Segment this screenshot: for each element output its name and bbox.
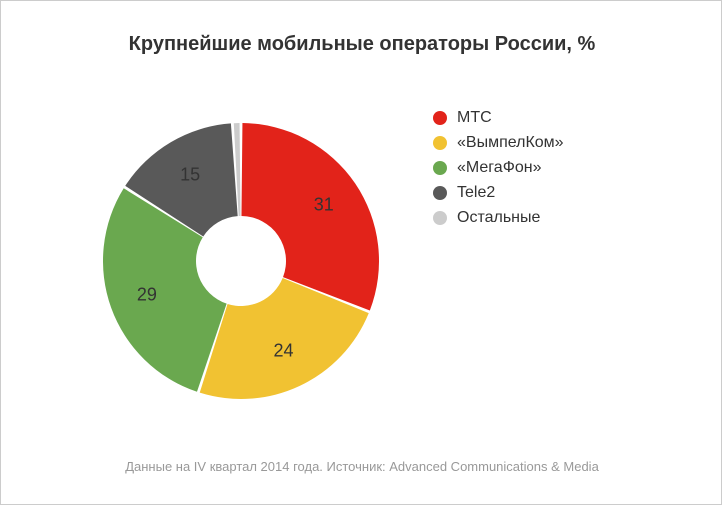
legend-item-2: «МегаФон» [433, 159, 564, 177]
slice-label-0: 31 [314, 194, 334, 215]
slice-label-3: 15 [180, 164, 200, 185]
legend-item-3: Tele2 [433, 184, 564, 202]
legend-swatch-1 [433, 136, 447, 150]
legend-label-1: «ВымпелКом» [457, 134, 564, 152]
chart-footnote: Данные на IV квартал 2014 года. Источник… [1, 459, 722, 474]
chart-title: Крупнейшие мобильные операторы России, % [1, 33, 722, 56]
legend-swatch-4 [433, 211, 447, 225]
legend-swatch-3 [433, 186, 447, 200]
legend-swatch-2 [433, 161, 447, 175]
legend-label-4: Остальные [457, 209, 540, 227]
slice-label-2: 29 [137, 284, 157, 305]
legend-item-4: Остальные [433, 209, 564, 227]
legend-swatch-0 [433, 111, 447, 125]
legend-label-3: Tele2 [457, 184, 495, 202]
donut-svg [101, 121, 381, 401]
legend: МТС «ВымпелКом» «МегаФон» Tele2 Остальные [433, 109, 564, 234]
slice-0 [241, 123, 379, 310]
legend-item-0: МТС [433, 109, 564, 127]
legend-label-2: «МегаФон» [457, 159, 541, 177]
donut-chart [101, 121, 381, 406]
legend-label-0: МТС [457, 109, 492, 127]
slice-label-1: 24 [274, 341, 294, 362]
chart-container: Крупнейшие мобильные операторы России, %… [0, 0, 722, 505]
legend-item-1: «ВымпелКом» [433, 134, 564, 152]
